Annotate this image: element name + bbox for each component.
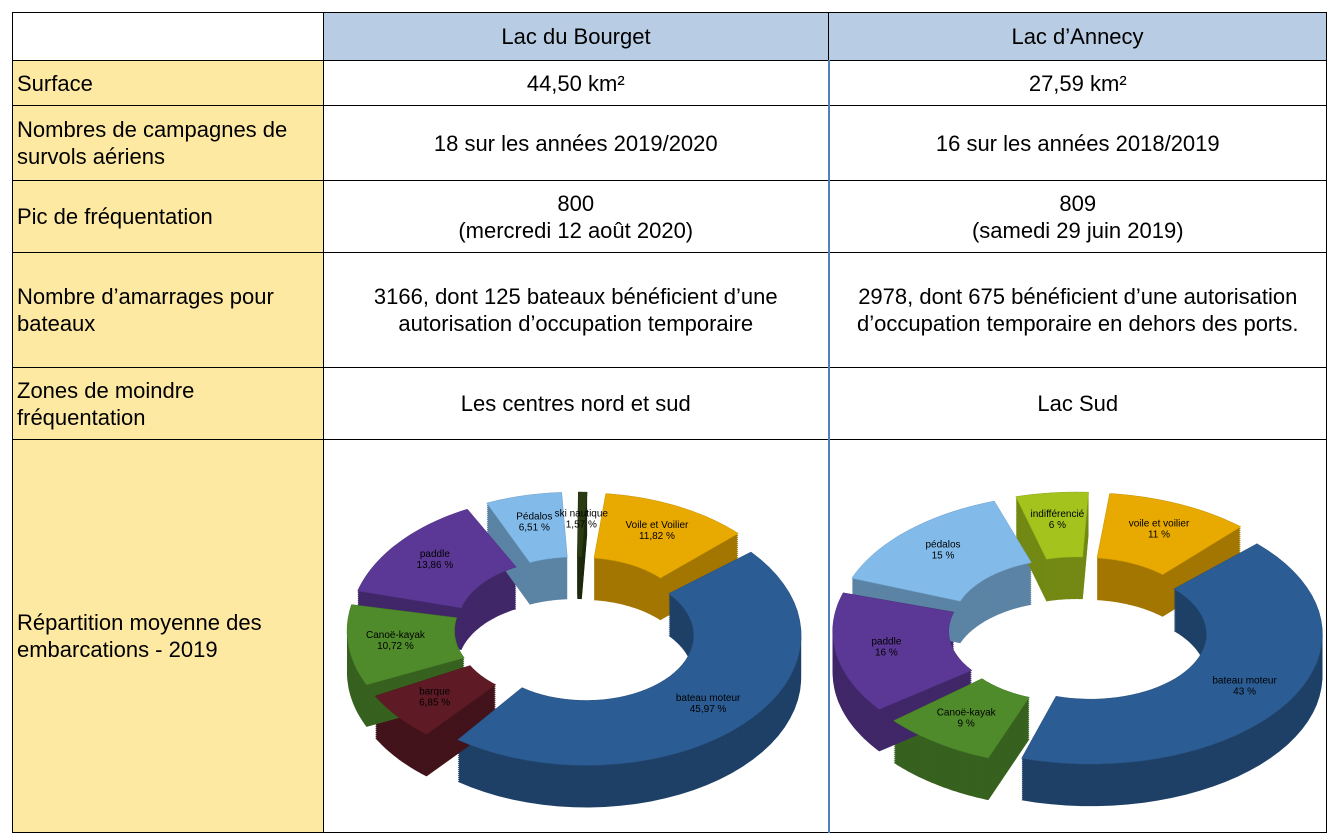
slice-category: voile et voilier: [1128, 518, 1189, 529]
slice: [831, 592, 972, 710]
cell: 18 sur les années 2019/2020: [323, 105, 829, 181]
cell: 16 sur les années 2018/2019: [827, 105, 1327, 181]
cell: 2978, dont 675 bénéficient d’une autoris…: [827, 252, 1327, 368]
slice: [1020, 543, 1323, 765]
row-label: Zones de moindre fréquentation: [12, 367, 324, 440]
table-row: Nombre d’amarrages pour bateaux 3166, don…: [12, 252, 1327, 368]
slice-label: barque 6,85 %: [419, 687, 451, 709]
header-cell: Lac du Bourget: [323, 12, 829, 61]
header-cell: Lac d’Annecy: [828, 12, 1327, 61]
slice: [1014, 491, 1089, 560]
slice-label: paddle 13,86 %: [417, 549, 454, 571]
slice-category: indifférencié: [1030, 509, 1084, 520]
row-label: Répartition moyenne des embarcations - 2…: [12, 439, 324, 833]
slice-category: Canoë-kayak: [936, 707, 996, 718]
cell: Lac Sud: [827, 367, 1327, 440]
slice-label: voile et voilier 11 %: [1128, 518, 1189, 540]
slice-value: 6,85 %: [419, 698, 450, 709]
slice-value: 45,97 %: [690, 704, 727, 715]
corner-cell: [12, 12, 324, 61]
slice-category: Pédalos: [516, 512, 552, 523]
slice-value: 16 %: [874, 648, 897, 659]
slice-category: Canoë-kayak: [366, 630, 426, 641]
slice-value: 13,86 %: [417, 560, 454, 571]
table-body: Surface 44,50 km² 27,59 km² Nombres de camp…: [12, 60, 1327, 833]
slice-category: paddle: [420, 549, 450, 560]
slice: [357, 508, 517, 609]
slice-value: 10,72 %: [377, 641, 414, 652]
slice-value: 6 %: [1048, 520, 1065, 531]
slice: [374, 665, 497, 735]
row-label: Surface: [12, 60, 324, 106]
slice-label: Voile et Voilier 11,82 %: [626, 520, 689, 542]
slice-label: Canoë-kayak 10,72 %: [366, 630, 426, 652]
slice-label: ski nautique 1,57 %: [555, 509, 609, 531]
cell: 800 (mercredi 12 août 2020): [323, 180, 829, 253]
slice-label: bateau moteur 45,97 %: [676, 693, 741, 715]
slice-value: 1,57 %: [566, 520, 597, 531]
cell: 3166, dont 125 bateaux bénéficient d’une…: [323, 252, 829, 368]
slice-label: pédalos 15 %: [925, 539, 960, 561]
slice: [577, 491, 588, 558]
slice-value: 11 %: [1147, 529, 1169, 540]
slice: [486, 492, 568, 563]
slice: [593, 493, 739, 579]
slice: [457, 551, 802, 766]
slice-label: Pédalos 6,51 %: [516, 512, 552, 534]
slice-value: 43 %: [1233, 686, 1256, 697]
slice-value: 6,51 %: [519, 523, 550, 534]
cell: Les centres nord et sud: [323, 367, 829, 440]
slice-value: 15 %: [931, 550, 954, 561]
cell: 27,59 km²: [827, 60, 1327, 106]
slice-category: paddle: [871, 637, 901, 648]
slice-category: Voile et Voilier: [626, 520, 689, 531]
slice: [1096, 493, 1241, 576]
chart-cell: voile et voilier 11 % bateau moteur 43 % Can…: [827, 439, 1327, 833]
slice-category: pédalos: [925, 539, 960, 550]
slice-category: bateau moteur: [1212, 675, 1277, 686]
slice-label: Canoë-kayak 9 %: [936, 707, 996, 729]
row-label: Nombre d’amarrages pour bateaux: [12, 252, 324, 368]
cell: 809 (samedi 29 juin 2019): [827, 180, 1327, 253]
slice-label: indifférencié 6 %: [1030, 509, 1084, 531]
slice-category: ski nautique: [555, 509, 609, 520]
table-row: Pic de fréquentation 800 (mercredi 12 aoû…: [12, 180, 1327, 253]
row-label: Pic de fréquentation: [12, 180, 324, 253]
table-row: Zones de moindre fréquentation Les centre…: [12, 367, 1327, 440]
chart-cell: Voile et Voilier 11,82 % bateau moteur 45,9…: [323, 439, 829, 833]
slice-category: barque: [419, 687, 451, 698]
slice-label: paddle 16 %: [871, 637, 901, 659]
table-row: Surface 44,50 km² 27,59 km²: [12, 60, 1327, 106]
comparison-table: Lac du Bourget Lac d’Annecy Surface 44,50…: [12, 12, 1327, 833]
donut-chart: voile et voilier 11 % bateau moteur 43 % Can…: [831, 491, 1323, 807]
table-row: Répartition moyenne des embarcations - 2…: [12, 439, 1327, 833]
slice-category: bateau moteur: [676, 693, 741, 704]
cell: 44,50 km²: [323, 60, 829, 106]
slice: [346, 604, 465, 686]
slice-value: 11,82 %: [639, 531, 675, 542]
donut-chart: Voile et Voilier 11,82 % bateau moteur 45,9…: [346, 491, 802, 808]
slice-value: 9 %: [957, 718, 974, 729]
slice-label: bateau moteur 43 %: [1212, 675, 1277, 697]
header-row: Lac du Bourget Lac d’Annecy: [12, 12, 1327, 61]
table-row: Nombres de campagnes de survols aériens 1…: [12, 105, 1327, 181]
slice: [850, 500, 1032, 602]
slice: [892, 678, 1030, 759]
row-label: Nombres de campagnes de survols aériens: [12, 105, 324, 181]
